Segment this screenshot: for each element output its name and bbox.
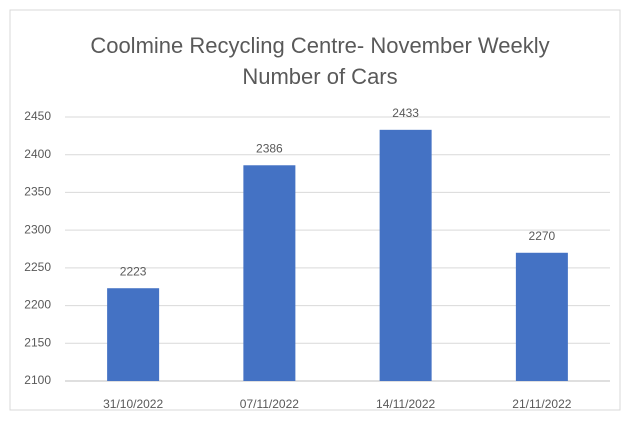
y-tick-label: 2200 [24, 298, 51, 312]
y-tick-label: 2450 [24, 109, 51, 123]
bar [243, 165, 296, 381]
bar [107, 288, 160, 381]
chart-title: Coolmine Recycling Centre- November Week… [90, 33, 550, 89]
x-tick-label: 07/11/2022 [240, 397, 299, 411]
x-tick-label: 21/11/2022 [512, 397, 571, 411]
y-tick-label: 2150 [24, 335, 51, 349]
x-tick-label: 31/10/2022 [103, 397, 163, 411]
bar [379, 129, 432, 381]
data-label: 2223 [120, 264, 147, 278]
y-tick-label: 2250 [24, 260, 51, 274]
data-label: 2386 [256, 141, 283, 155]
data-label: 2433 [392, 106, 419, 120]
data-label: 2270 [529, 229, 556, 243]
x-tick-label: 14/11/2022 [376, 397, 435, 411]
y-tick-label: 2400 [24, 147, 51, 161]
y-tick-label: 2350 [24, 185, 51, 199]
y-tick-label: 2300 [24, 222, 51, 236]
bar [515, 252, 568, 381]
y-tick-label: 2100 [24, 373, 51, 387]
